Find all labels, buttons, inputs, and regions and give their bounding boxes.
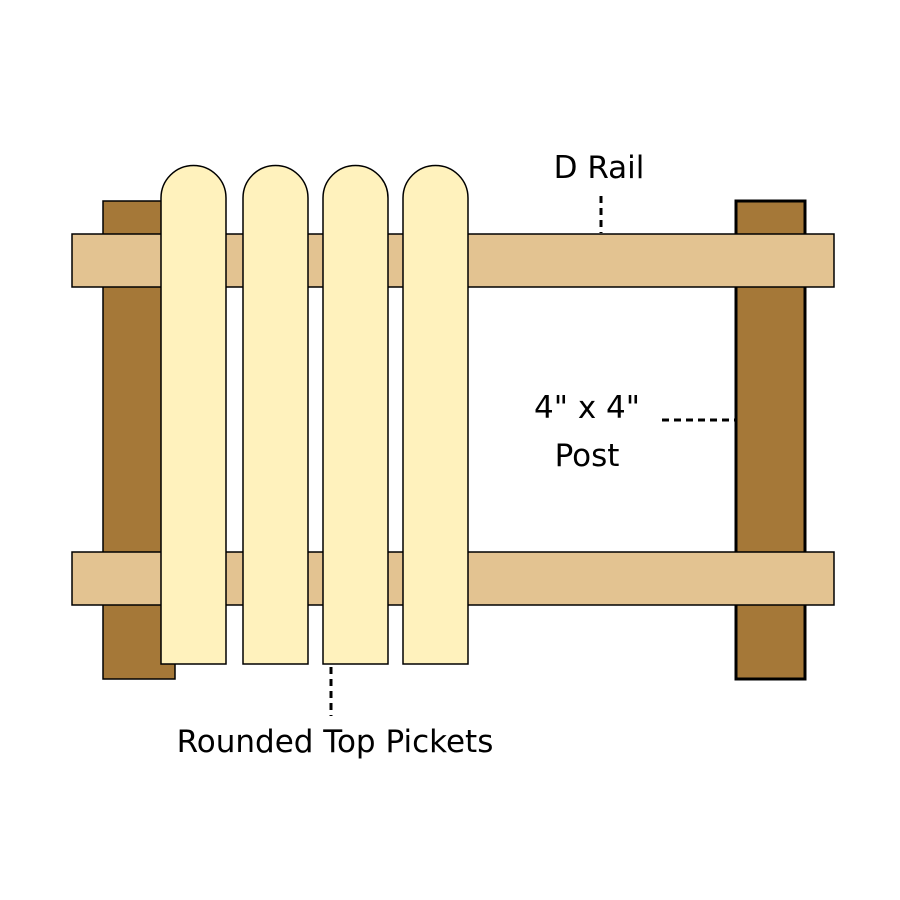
picket-3	[322, 164, 389, 665]
picket-1	[160, 164, 227, 665]
picket-4	[402, 164, 469, 665]
rail-label: D Rail	[554, 150, 645, 186]
pickets-label: Rounded Top Pickets	[177, 724, 494, 760]
picket-2	[242, 164, 309, 665]
post-size-label: 4" x 4"	[534, 390, 640, 426]
post-label: Post	[555, 438, 620, 474]
